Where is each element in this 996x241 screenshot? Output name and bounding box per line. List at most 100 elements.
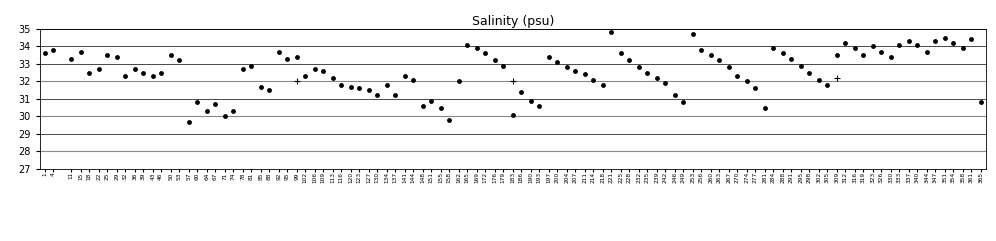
Point xyxy=(109,55,124,59)
Point xyxy=(603,30,619,34)
Point xyxy=(739,79,755,83)
Point xyxy=(433,106,449,109)
Point xyxy=(649,76,665,80)
Point xyxy=(872,50,888,54)
Point xyxy=(199,109,215,113)
Point xyxy=(477,51,493,55)
Point xyxy=(351,87,367,90)
Point xyxy=(505,113,521,116)
Point xyxy=(386,94,402,97)
Point xyxy=(955,46,971,50)
Point xyxy=(783,57,799,60)
Point xyxy=(926,39,942,43)
Point xyxy=(333,83,349,87)
Point xyxy=(379,83,395,87)
Point xyxy=(63,57,79,60)
Point xyxy=(747,87,763,90)
Point xyxy=(674,100,690,104)
Point xyxy=(37,51,53,55)
Point xyxy=(81,71,97,74)
Point xyxy=(577,72,593,76)
Point xyxy=(404,78,420,81)
Point xyxy=(261,88,277,92)
Title: Salinity (psu): Salinity (psu) xyxy=(472,15,554,28)
Point xyxy=(459,43,475,47)
Point xyxy=(415,104,431,108)
Point xyxy=(638,71,654,74)
Point xyxy=(757,106,773,109)
Point xyxy=(73,50,89,54)
Point xyxy=(837,41,853,45)
Point xyxy=(656,81,672,85)
Point xyxy=(163,53,179,57)
Point xyxy=(855,53,871,57)
Point xyxy=(170,58,186,62)
Point xyxy=(908,43,924,47)
Point xyxy=(793,64,809,67)
Point xyxy=(289,79,305,83)
Point xyxy=(99,53,115,57)
Point xyxy=(45,48,61,52)
Point xyxy=(811,78,827,81)
Point xyxy=(973,100,989,104)
Point xyxy=(549,60,565,64)
Point xyxy=(523,99,539,102)
Point xyxy=(729,74,745,78)
Point xyxy=(188,100,204,104)
Point xyxy=(890,43,906,47)
Point xyxy=(217,114,233,118)
Point xyxy=(207,102,223,106)
Point xyxy=(513,90,529,94)
Point xyxy=(775,51,791,55)
Point xyxy=(865,44,880,48)
Point xyxy=(541,55,557,59)
Point xyxy=(703,53,719,57)
Point xyxy=(361,88,376,92)
Point xyxy=(297,74,313,78)
Point xyxy=(243,64,259,67)
Point xyxy=(919,50,935,54)
Point xyxy=(279,57,295,60)
Point xyxy=(315,69,331,73)
Point xyxy=(882,55,898,59)
Point xyxy=(901,39,917,43)
Point xyxy=(422,99,438,102)
Point xyxy=(487,58,503,62)
Point xyxy=(630,66,646,69)
Point xyxy=(117,74,132,78)
Point xyxy=(613,51,628,55)
Point xyxy=(847,46,863,50)
Point xyxy=(937,36,953,40)
Point xyxy=(685,32,701,36)
Point xyxy=(692,48,708,52)
Point xyxy=(531,104,547,108)
Point xyxy=(325,76,341,80)
Point xyxy=(829,53,845,57)
Point xyxy=(585,78,601,81)
Point xyxy=(567,69,583,73)
Point xyxy=(505,79,521,83)
Point xyxy=(963,37,979,41)
Point xyxy=(91,67,107,71)
Point xyxy=(801,71,817,74)
Point xyxy=(721,66,737,69)
Point xyxy=(667,94,683,97)
Point xyxy=(469,46,485,50)
Point xyxy=(819,83,835,87)
Point xyxy=(225,109,241,113)
Point xyxy=(307,67,323,71)
Point xyxy=(440,118,456,122)
Point xyxy=(495,64,511,67)
Point xyxy=(711,58,727,62)
Point xyxy=(944,41,960,45)
Point xyxy=(145,74,161,78)
Point xyxy=(765,46,781,50)
Point xyxy=(343,85,359,88)
Point xyxy=(451,79,467,83)
Point xyxy=(397,74,413,78)
Point xyxy=(559,66,575,69)
Point xyxy=(289,55,305,59)
Point xyxy=(235,67,251,71)
Point xyxy=(134,71,150,74)
Point xyxy=(369,94,384,97)
